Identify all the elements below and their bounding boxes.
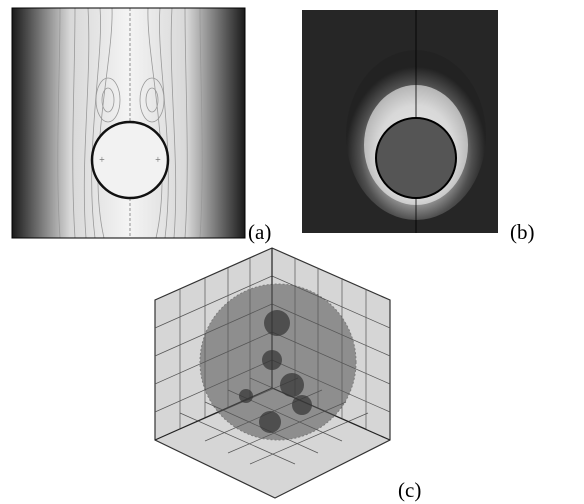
panel-frame bbox=[11, 7, 246, 239]
panel-label: (b) bbox=[510, 220, 535, 244]
streamlines bbox=[57, 8, 203, 238]
panel-b bbox=[302, 10, 498, 233]
panel-a: + + bbox=[12, 8, 245, 238]
marker: + bbox=[155, 155, 161, 166]
cylinder bbox=[375, 117, 457, 199]
panel-label: (c) bbox=[398, 478, 421, 502]
panel-c bbox=[154, 247, 391, 499]
inclusions bbox=[239, 310, 312, 433]
marker: + bbox=[99, 155, 105, 166]
panel-label: (a) bbox=[248, 220, 271, 244]
cylinder bbox=[90, 120, 170, 200]
